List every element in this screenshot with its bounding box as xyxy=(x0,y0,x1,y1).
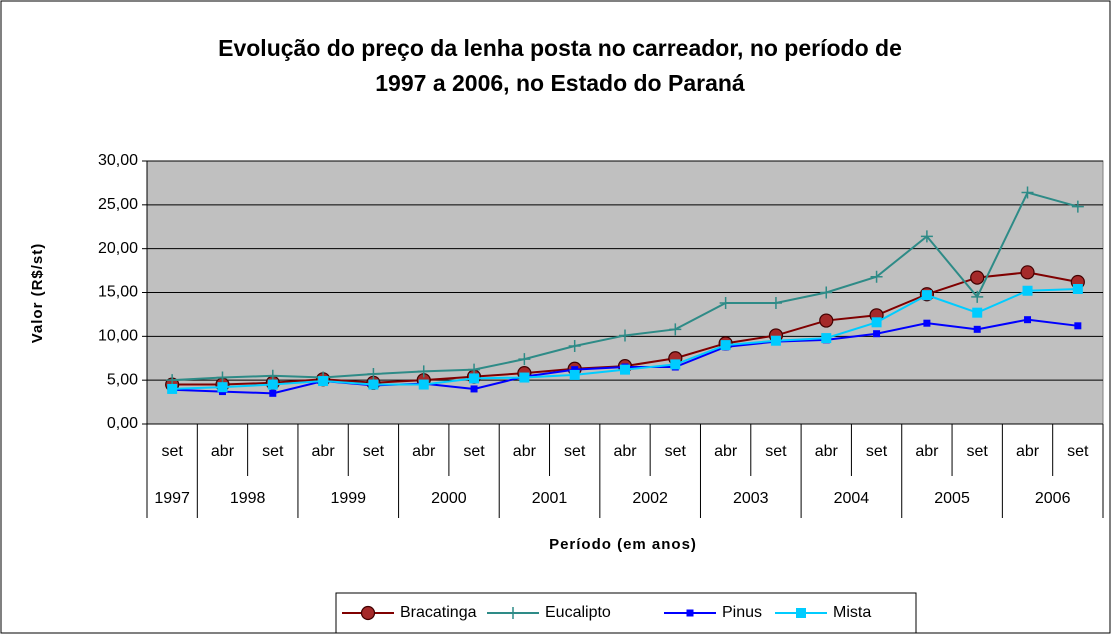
legend-marker xyxy=(360,605,376,621)
marker xyxy=(669,323,682,336)
x-tick-label: abr xyxy=(211,443,235,460)
marker xyxy=(871,317,882,328)
y-tick-label: 30,00 xyxy=(98,152,138,169)
marker xyxy=(318,376,329,387)
marker xyxy=(921,290,932,301)
marker xyxy=(519,372,530,383)
x-tick-label: abr xyxy=(613,443,637,460)
x-tick-label: set xyxy=(161,443,183,460)
marker xyxy=(1074,322,1082,330)
legend-label: Bracatinga xyxy=(400,604,477,621)
marker xyxy=(470,385,478,393)
marker xyxy=(1024,316,1032,324)
marker xyxy=(972,307,983,318)
marker xyxy=(469,373,480,384)
x-tick-label: set xyxy=(866,443,888,460)
x-tick-label: abr xyxy=(815,443,839,460)
marker xyxy=(719,297,732,310)
x-group-label: 1997 xyxy=(154,490,190,507)
marker xyxy=(769,297,782,310)
marker xyxy=(1021,186,1034,199)
marker xyxy=(920,230,933,243)
chart-title: Evolução do preço da lenha posta no carr… xyxy=(218,35,902,61)
marker xyxy=(620,364,630,375)
marker xyxy=(217,382,228,393)
marker xyxy=(971,290,984,303)
marker xyxy=(269,389,277,397)
x-tick-label: set xyxy=(1067,443,1089,460)
marker xyxy=(1071,200,1084,213)
x-tick-label: abr xyxy=(513,443,537,460)
marker xyxy=(973,325,981,333)
x-tick-label: abr xyxy=(1016,443,1040,460)
x-group-label: 2004 xyxy=(834,490,870,507)
marker xyxy=(216,371,229,384)
x-tick-label: set xyxy=(262,443,284,460)
marker xyxy=(569,369,580,380)
x-tick-label: abr xyxy=(714,443,738,460)
x-tick-label: abr xyxy=(412,443,436,460)
marker xyxy=(417,365,430,378)
x-group-label: 2000 xyxy=(431,490,467,507)
marker xyxy=(821,333,832,344)
x-group-label: 2003 xyxy=(733,490,769,507)
x-group-label: 2006 xyxy=(1035,490,1071,507)
x-group-label: 1998 xyxy=(230,490,266,507)
marker xyxy=(770,335,781,346)
x-tick-label: set xyxy=(564,443,586,460)
legend-label: Eucalipto xyxy=(545,604,611,621)
y-tick-label: 5,00 xyxy=(107,371,138,388)
chart-title: 1997 a 2006, no Estado do Paraná xyxy=(375,70,745,96)
x-tick-label: set xyxy=(765,443,787,460)
marker xyxy=(418,379,429,390)
marker xyxy=(571,366,579,374)
y-axis-title: Valor (R$/st) xyxy=(29,243,46,344)
marker xyxy=(923,319,931,327)
marker xyxy=(568,339,581,352)
marker xyxy=(267,379,278,390)
legend-marker xyxy=(686,609,694,617)
y-tick-label: 10,00 xyxy=(98,328,138,345)
marker xyxy=(1072,283,1083,294)
marker xyxy=(820,286,833,299)
y-tick-label: 20,00 xyxy=(98,240,138,257)
marker xyxy=(870,270,883,283)
x-tick-label: set xyxy=(463,443,485,460)
legend-marker xyxy=(796,608,806,618)
marker xyxy=(970,270,985,285)
marker xyxy=(670,359,681,370)
marker xyxy=(619,329,631,342)
marker xyxy=(873,330,881,338)
marker xyxy=(819,313,834,328)
x-tick-label: set xyxy=(363,443,385,460)
legend-marker xyxy=(507,607,519,619)
marker xyxy=(720,340,731,351)
y-tick-label: 15,00 xyxy=(98,284,138,301)
x-tick-label: abr xyxy=(312,443,336,460)
x-tick-label: set xyxy=(967,443,989,460)
legend-label: Mista xyxy=(833,604,871,621)
x-group-label: 2005 xyxy=(934,490,970,507)
marker xyxy=(1022,285,1033,296)
x-axis-title: Período (em anos) xyxy=(549,536,697,553)
marker xyxy=(167,383,178,394)
x-group-label: 2002 xyxy=(632,490,668,507)
marker xyxy=(1020,265,1035,280)
legend-label: Pinus xyxy=(722,604,762,621)
marker xyxy=(367,368,380,381)
marker xyxy=(368,379,379,390)
x-tick-label: set xyxy=(665,443,687,460)
x-tick-label: abr xyxy=(915,443,939,460)
y-tick-label: 25,00 xyxy=(98,196,138,213)
y-tick-label: 0,00 xyxy=(107,415,138,432)
x-group-label: 2001 xyxy=(532,490,568,507)
x-group-label: 1999 xyxy=(330,490,366,507)
marker xyxy=(518,353,531,366)
